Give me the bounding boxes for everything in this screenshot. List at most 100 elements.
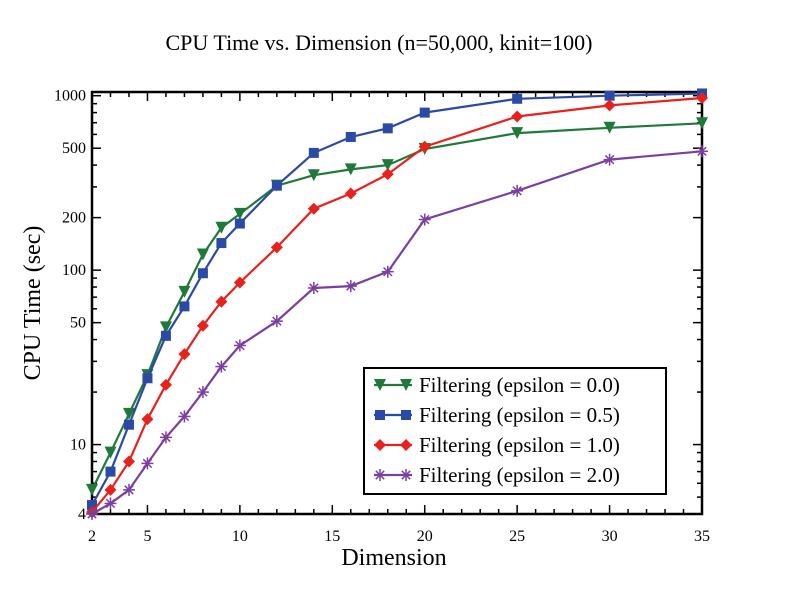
x-tick-label: 35	[694, 528, 710, 545]
data-point	[122, 407, 135, 420]
data-point	[234, 218, 245, 229]
data-point	[233, 339, 246, 352]
chart-title: CPU Time vs. Dimension (n=50,000, kinit=…	[166, 30, 593, 55]
data-point	[511, 127, 524, 140]
data-point	[196, 386, 209, 399]
data-point	[604, 90, 615, 101]
data-point	[178, 348, 191, 361]
data-point	[307, 169, 320, 182]
data-point	[270, 315, 283, 328]
x-tick-label: 10	[232, 528, 248, 545]
data-point	[122, 455, 135, 468]
data-point	[160, 330, 171, 341]
y-tick-label: 4	[78, 506, 86, 523]
series-4	[86, 145, 708, 520]
data-point	[374, 379, 386, 391]
data-point	[270, 241, 283, 254]
x-tick-label: 15	[324, 528, 340, 545]
plot-frame	[90, 90, 704, 516]
data-point	[122, 483, 135, 496]
data-point	[374, 439, 386, 451]
y-tick-label: 100	[62, 262, 86, 279]
data-point	[233, 207, 246, 220]
data-point	[374, 469, 386, 481]
legend-box	[363, 367, 667, 495]
data-point	[87, 500, 97, 511]
y-tick-label: 1000	[54, 88, 86, 105]
data-point	[308, 147, 319, 158]
y-tick-label: 10	[70, 437, 86, 454]
y-tick-label: 500	[62, 140, 86, 157]
data-point	[196, 319, 209, 332]
data-point	[344, 163, 357, 176]
data-point	[511, 184, 524, 197]
data-point	[381, 265, 394, 278]
data-point	[400, 379, 412, 391]
x-tick-label: 5	[143, 528, 151, 545]
data-point	[271, 180, 282, 191]
data-point	[104, 497, 117, 510]
data-point	[418, 140, 431, 153]
data-point	[696, 117, 708, 130]
data-point	[696, 92, 708, 105]
legend-label: Filtering (epsilon = 0.0)	[419, 373, 620, 397]
data-point	[197, 268, 208, 279]
data-point	[307, 202, 320, 215]
data-point	[86, 483, 98, 496]
data-point	[603, 153, 616, 166]
legend-label: Filtering (epsilon = 0.5)	[419, 403, 620, 427]
data-point	[381, 159, 394, 172]
data-point	[216, 238, 227, 249]
data-point	[344, 280, 357, 293]
data-point	[105, 466, 116, 477]
series-1	[86, 117, 708, 496]
data-point	[603, 99, 616, 112]
data-point	[141, 413, 154, 426]
data-point	[159, 378, 172, 391]
y-tick-label: 200	[62, 210, 86, 227]
data-point	[400, 439, 412, 451]
legend-label: Filtering (epsilon = 2.0)	[419, 463, 620, 487]
data-point	[344, 187, 357, 200]
data-point	[196, 248, 209, 261]
legend-item: Filtering (epsilon = 2.0)	[374, 463, 620, 487]
legend-item: Filtering (epsilon = 0.5)	[374, 403, 620, 427]
data-point	[215, 221, 228, 234]
data-point	[375, 410, 385, 420]
data-point	[215, 360, 228, 373]
data-point	[401, 410, 411, 420]
data-point	[400, 469, 412, 481]
data-point	[141, 457, 154, 470]
x-tick-label: 2	[88, 528, 96, 545]
data-point	[215, 295, 228, 308]
data-point	[104, 446, 117, 459]
data-point	[104, 483, 117, 496]
x-axis-label: Dimension	[341, 545, 446, 571]
legend-label: Filtering (epsilon = 1.0)	[419, 433, 620, 457]
legend: Filtering (epsilon = 0.0) Filtering (epsi…	[363, 367, 667, 495]
data-point	[345, 131, 356, 142]
y-tick-label: 50	[70, 315, 86, 332]
x-tick-label: 25	[509, 528, 525, 545]
data-point	[696, 145, 708, 158]
data-point	[419, 107, 430, 118]
series-3	[86, 92, 708, 519]
legend-item: Filtering (epsilon = 1.0)	[374, 433, 620, 457]
series-layer	[86, 88, 708, 520]
data-point	[603, 121, 616, 134]
data-point	[142, 373, 153, 384]
series-2	[87, 88, 707, 511]
data-point	[179, 301, 190, 312]
legend-item: Filtering (epsilon = 0.0)	[374, 373, 620, 397]
data-point	[159, 431, 172, 444]
x-tick-label: 30	[602, 528, 618, 545]
data-point	[511, 110, 524, 123]
data-point	[159, 321, 172, 334]
data-point	[178, 410, 191, 423]
data-point	[307, 281, 320, 294]
data-point	[178, 285, 191, 298]
x-tick-label: 20	[417, 528, 433, 545]
data-point	[86, 508, 98, 520]
